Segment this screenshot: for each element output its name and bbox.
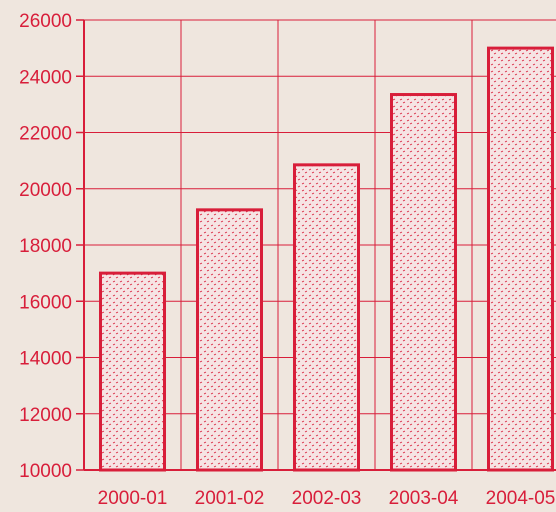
bar-layer (99, 46, 554, 472)
bar-2004-05 (487, 46, 554, 472)
x-tick-label: 2003-04 (389, 488, 459, 509)
x-tick-label: 2001-02 (195, 488, 265, 509)
y-tick-label: 12000 (19, 405, 72, 426)
y-tick-label: 10000 (19, 461, 72, 482)
bar-2003-04 (390, 93, 457, 472)
bar-2000-01 (99, 271, 166, 472)
y-tick-label: 22000 (19, 124, 72, 145)
x-tick-label: 2002-03 (292, 488, 362, 509)
y-tick-label: 14000 (19, 349, 72, 370)
y-tick-label: 20000 (19, 180, 72, 201)
axis-layer (76, 19, 556, 471)
y-tick-label: 26000 (19, 11, 72, 32)
bar-2001-02 (196, 208, 263, 472)
x-tick-label: 2000-01 (98, 488, 168, 509)
bar-2002-03 (293, 163, 360, 472)
x-tick-label: 2004-05 (486, 488, 556, 509)
y-tick-label: 24000 (19, 67, 72, 88)
y-tick-label: 16000 (19, 292, 72, 313)
y-tick-label: 18000 (19, 236, 72, 257)
label-layer: 10000 12000 14000 16000 18000 20000 22000 24000… (19, 11, 555, 509)
